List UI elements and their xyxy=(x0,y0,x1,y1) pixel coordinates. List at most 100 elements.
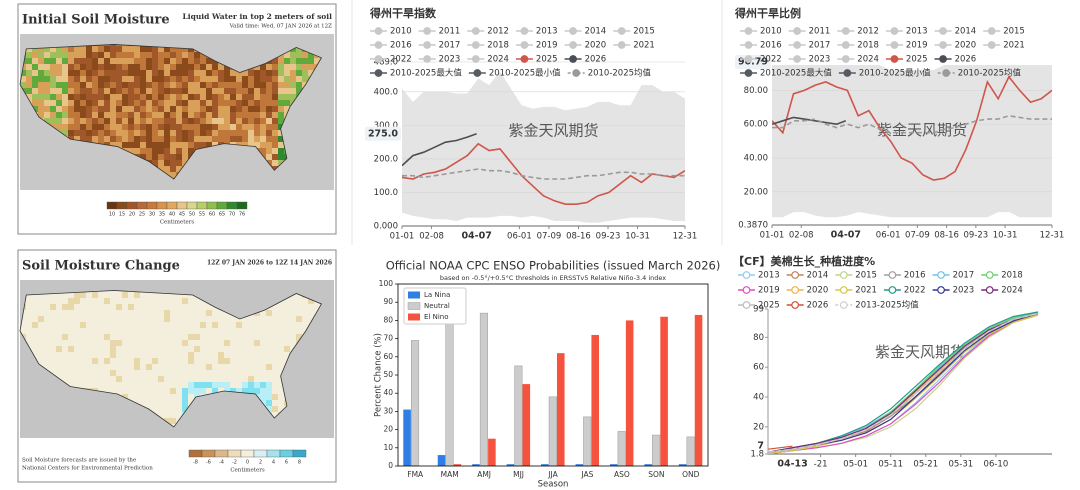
map-cell xyxy=(134,136,141,143)
map-cell xyxy=(152,388,159,395)
map-cell xyxy=(110,328,117,335)
map-cell xyxy=(38,322,45,329)
map-cell xyxy=(146,310,153,317)
map-cell xyxy=(158,112,165,119)
map-cell xyxy=(50,106,57,113)
map-cell xyxy=(152,118,159,125)
legend-marker xyxy=(987,41,996,49)
map-cell xyxy=(200,58,207,65)
map-cell xyxy=(266,82,273,89)
map-cell xyxy=(74,364,81,371)
map-cell xyxy=(50,328,57,335)
legend-label: 2017 xyxy=(809,41,831,51)
legend-label: 2017 xyxy=(953,271,975,281)
map-cell xyxy=(68,370,75,377)
map-cell xyxy=(284,334,291,341)
bar xyxy=(660,316,668,466)
map-cell xyxy=(98,352,105,359)
map-cell xyxy=(182,292,189,299)
map-cell xyxy=(74,58,81,65)
legend-label: 2010-2025最大值 xyxy=(390,68,462,79)
map-cell xyxy=(116,100,123,107)
map-cell xyxy=(272,334,279,341)
colorbar-cell xyxy=(188,449,203,458)
map-cell xyxy=(260,76,267,83)
y-tick-label: 20.00 xyxy=(744,187,768,197)
map-cell xyxy=(248,106,255,113)
map-cell xyxy=(74,316,81,323)
map-cell xyxy=(290,52,297,59)
map-cell xyxy=(56,322,63,329)
map-cell xyxy=(164,292,171,299)
map-cell xyxy=(158,412,165,419)
map-cell xyxy=(158,298,165,305)
map-cell xyxy=(278,64,285,71)
map-cell xyxy=(44,322,51,329)
map-cell xyxy=(134,124,141,131)
map-cell xyxy=(182,82,189,89)
map-cell xyxy=(170,358,177,365)
legend-label: El Nino xyxy=(424,313,449,321)
map-cell xyxy=(176,82,183,89)
map-cell xyxy=(26,340,33,347)
map-cell xyxy=(182,346,189,353)
map-cell xyxy=(248,118,255,125)
map-cell xyxy=(218,94,225,101)
legend-label: 2020 xyxy=(955,41,977,51)
map-cell xyxy=(290,70,297,77)
map-cell xyxy=(104,76,111,83)
map-cell xyxy=(200,136,207,143)
map-cell xyxy=(266,142,273,149)
x-tick-label: 12-31 xyxy=(673,232,698,242)
map-cell xyxy=(272,406,279,413)
legend-label: 2025 xyxy=(758,301,780,311)
map-cell xyxy=(104,370,111,377)
map-cell xyxy=(290,76,297,83)
map-cell xyxy=(266,382,273,389)
map-cell xyxy=(152,106,159,113)
map-cell xyxy=(176,112,183,119)
map-cell xyxy=(152,148,159,155)
map-cell xyxy=(128,82,135,89)
map-cell xyxy=(146,400,153,407)
map-cell xyxy=(62,76,69,83)
map-cell xyxy=(188,70,195,77)
legend-label: 2026 xyxy=(955,55,977,65)
map-cell xyxy=(170,148,177,155)
map-cell xyxy=(116,44,123,47)
map-cell xyxy=(92,124,99,131)
map-subtitle: Liquid Water in top 2 meters of soil xyxy=(182,12,332,21)
map-cell xyxy=(110,316,117,323)
map-cell xyxy=(218,100,225,107)
map-cell xyxy=(146,82,153,89)
map-note: Valid time: Wed, 07 JAN 2026 at 12Z xyxy=(229,24,333,30)
colorbar-cell xyxy=(176,201,188,210)
map-cell xyxy=(218,382,225,389)
map-cell xyxy=(176,322,183,329)
map-cell xyxy=(128,298,135,305)
x-tick-label: 01-01 xyxy=(390,232,415,242)
map-cell xyxy=(230,316,237,323)
map-cell xyxy=(128,46,135,53)
map-cell xyxy=(266,64,273,71)
map-cell xyxy=(164,106,171,113)
map-cell xyxy=(110,346,117,353)
map-cell xyxy=(158,166,165,173)
map-cell xyxy=(242,112,249,119)
bar xyxy=(541,464,549,466)
legend-marker xyxy=(841,55,850,63)
map-cell xyxy=(272,82,279,89)
map-cell xyxy=(158,46,165,53)
map-cell xyxy=(152,310,159,317)
x-axis-label: Season xyxy=(538,480,569,490)
map-cell xyxy=(206,310,213,317)
map-cell xyxy=(170,382,177,389)
map-cell xyxy=(296,76,303,83)
map-cell xyxy=(68,310,75,317)
map-cell xyxy=(32,46,39,53)
map-cell xyxy=(254,340,261,347)
map-cell xyxy=(134,148,141,155)
map-cell xyxy=(164,112,171,119)
map-cell xyxy=(248,370,255,377)
map-cell xyxy=(230,352,237,359)
